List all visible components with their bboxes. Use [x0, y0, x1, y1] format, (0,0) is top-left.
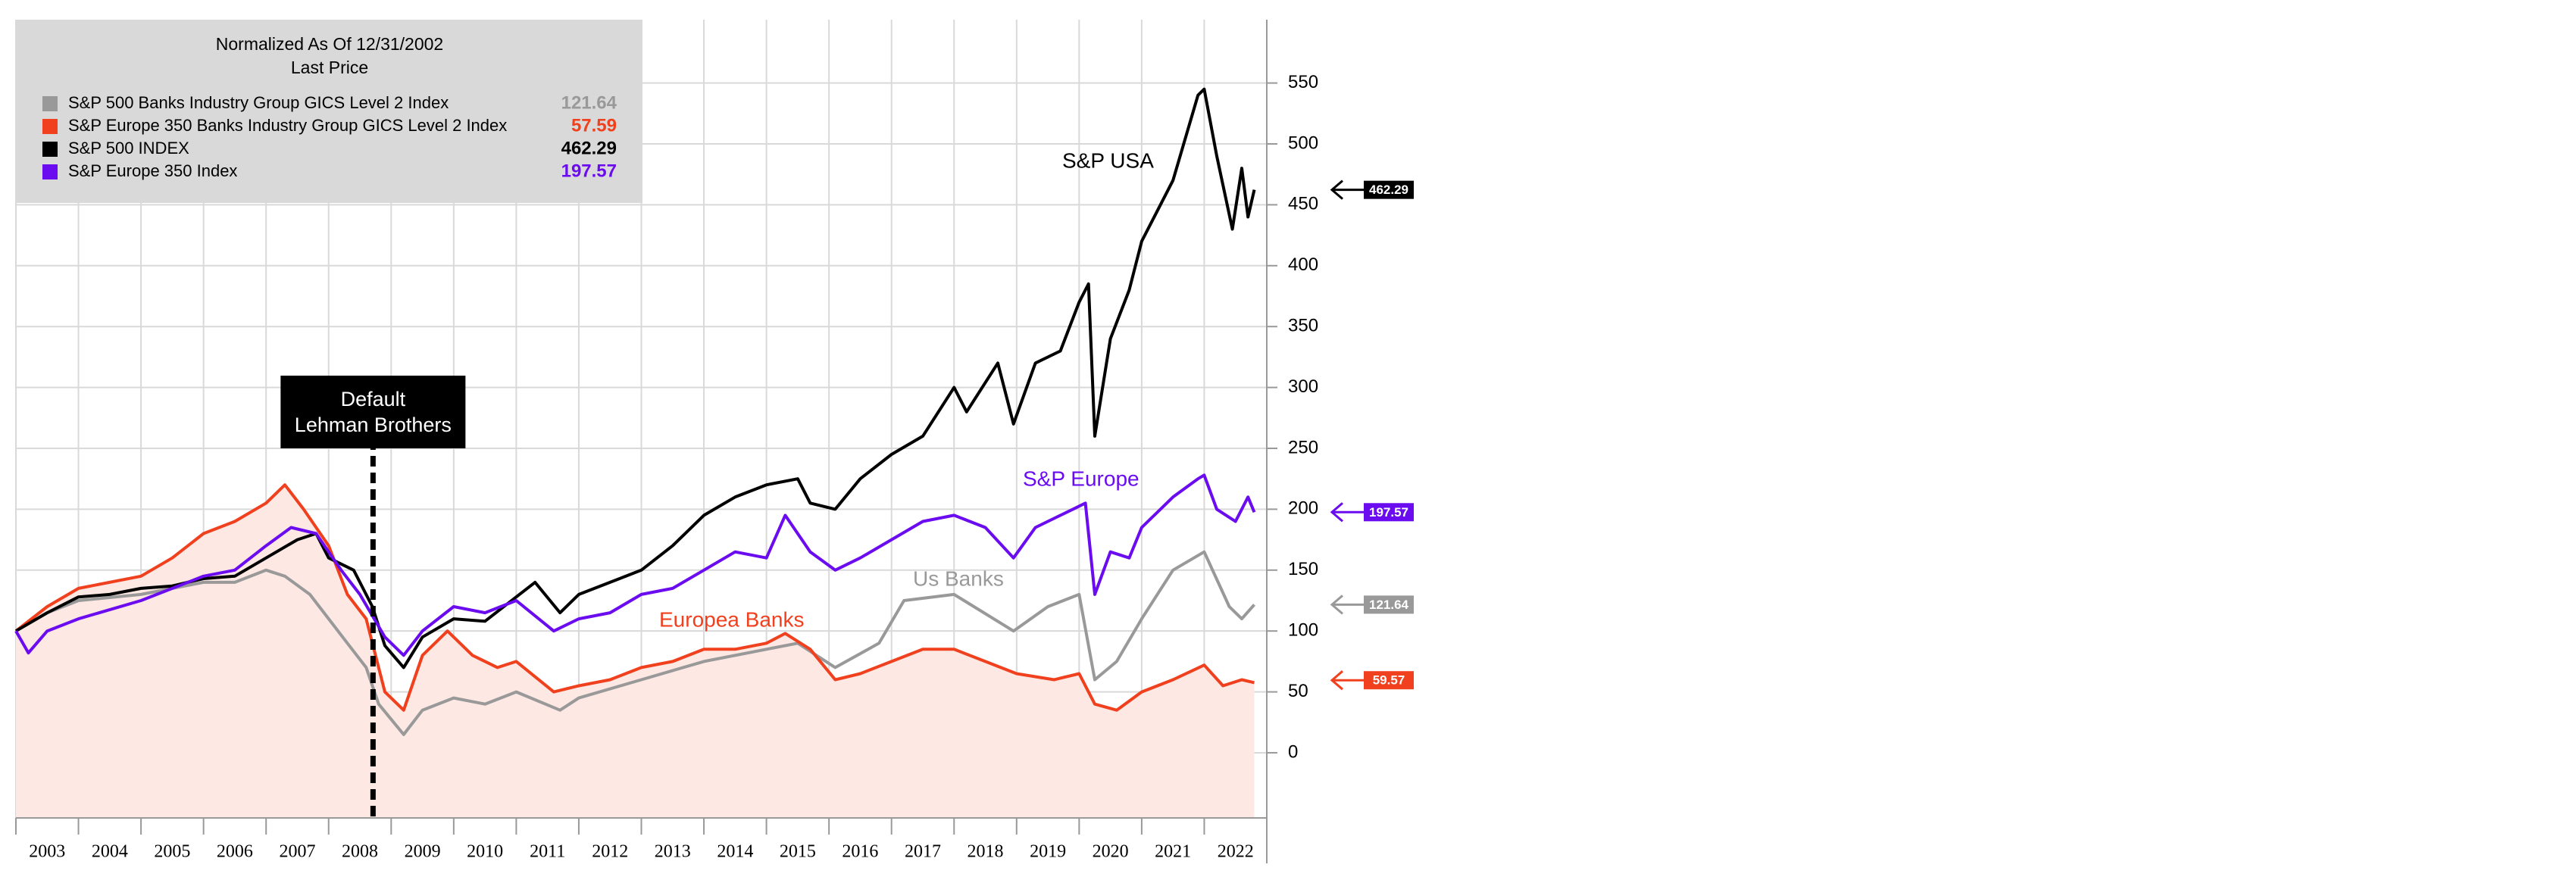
x-tick-label: 2016	[842, 842, 878, 862]
x-tick-label: 2014	[717, 842, 753, 862]
tag-label: 59.57	[1373, 673, 1405, 688]
x-tick-label: 2008	[342, 842, 378, 862]
y-tick-label: 500	[1288, 133, 1318, 153]
y-tick-label: 450	[1288, 194, 1318, 214]
y-tick-label: 200	[1288, 498, 1318, 519]
annotation: S&P USA	[1062, 148, 1154, 172]
x-tick-label: 2009	[405, 842, 441, 862]
area-fill	[16, 485, 1255, 818]
event-label: Lehman Brothers	[295, 414, 452, 436]
tag-arrow-head	[1330, 502, 1343, 523]
tag-label: 462.29	[1369, 183, 1408, 197]
y-tick-label: 150	[1288, 559, 1318, 579]
event-label: Default	[341, 388, 406, 410]
legend-value: 121.64	[561, 92, 617, 113]
x-tick-label: 2006	[217, 842, 253, 862]
tag-box	[1364, 180, 1414, 199]
legend-box	[17, 20, 642, 203]
x-tick-label: 2017	[905, 842, 941, 862]
legend-value: 57.59	[571, 115, 617, 136]
x-tick-label: 2013	[655, 842, 691, 862]
annotation: Us Banks	[913, 566, 1004, 590]
series-line	[14, 550, 1255, 736]
annotation: S&P Europe	[1023, 467, 1140, 490]
legend-swatch	[42, 164, 58, 179]
event-box	[280, 376, 466, 448]
tag-arrow-head	[1330, 179, 1343, 200]
y-tick-label: 50	[1288, 681, 1308, 701]
y-tick-label: 550	[1288, 72, 1318, 92]
x-tick-label: 2005	[154, 842, 190, 862]
x-tick-label: 2011	[530, 842, 565, 862]
x-tick-label: 2015	[780, 842, 816, 862]
y-tick-label: 400	[1288, 254, 1318, 275]
x-tick-label: 2018	[968, 842, 1004, 862]
legend-label: S&P Europe 350 Index	[68, 161, 237, 180]
legend-value: 462.29	[561, 138, 617, 158]
legend-swatch	[42, 142, 58, 157]
legend-value: 197.57	[561, 161, 617, 181]
tag-box	[1364, 671, 1414, 690]
y-tick-label: 300	[1288, 376, 1318, 397]
legend-subtitle: Last Price	[291, 58, 368, 77]
legend-title: Normalized As Of 12/31/2002	[216, 34, 443, 54]
legend-label: S&P Europe 350 Banks Industry Group GICS…	[68, 116, 507, 135]
tag-arrow-head	[1330, 595, 1343, 615]
x-tick-label: 2021	[1155, 842, 1191, 862]
y-tick-label: 0	[1288, 741, 1298, 762]
x-tick-label: 2022	[1218, 842, 1254, 862]
tag-arrow-head	[1330, 670, 1343, 691]
x-tick-label: 2007	[279, 842, 315, 862]
series-line	[14, 483, 1255, 712]
x-tick-label: 2010	[467, 842, 503, 862]
y-tick-label: 350	[1288, 316, 1318, 336]
x-tick-label: 2003	[29, 842, 65, 862]
x-tick-label: 2020	[1093, 842, 1129, 862]
x-tick-label: 2012	[592, 842, 628, 862]
x-tick-label: 2019	[1030, 842, 1066, 862]
x-tick-label: 2004	[92, 842, 128, 862]
series-line	[14, 473, 1256, 657]
y-tick-label: 100	[1288, 620, 1318, 641]
legend-swatch	[42, 96, 58, 111]
legend-label: S&P 500 Banks Industry Group GICS Level …	[68, 93, 449, 112]
tag-label: 121.64	[1369, 598, 1409, 612]
y-tick-label: 250	[1288, 437, 1318, 457]
legend-label: S&P 500 INDEX	[68, 139, 189, 158]
series-line	[14, 87, 1256, 669]
tag-box	[1364, 503, 1414, 522]
annotation: Europea Banks	[659, 607, 804, 631]
tag-label: 197.57	[1369, 505, 1408, 520]
tag-box	[1364, 595, 1414, 614]
legend-swatch	[42, 119, 58, 134]
